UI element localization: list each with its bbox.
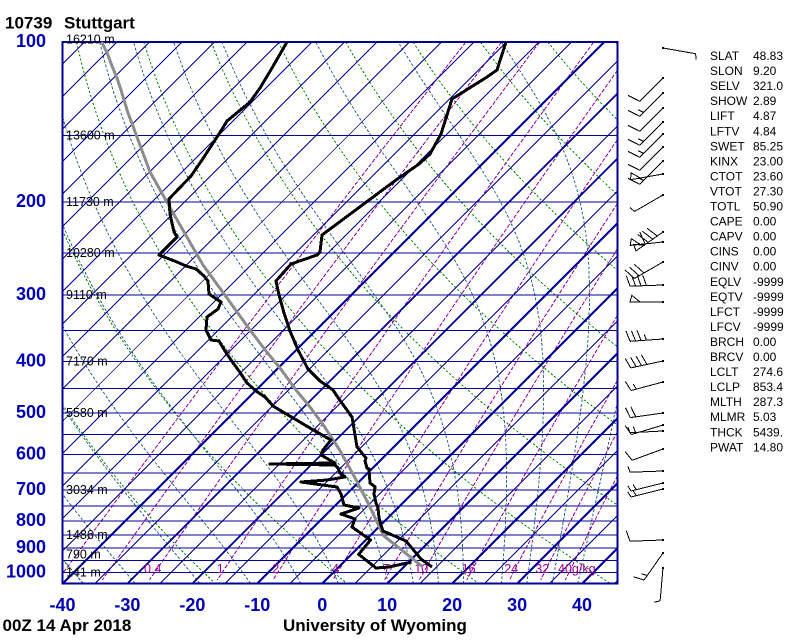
svg-text:0.00: 0.00	[753, 260, 777, 274]
svg-text:CAPE: CAPE	[710, 215, 743, 229]
svg-text:University of Wyoming: University of Wyoming	[283, 616, 467, 635]
svg-text:PWAT: PWAT	[710, 440, 744, 454]
svg-text:SWET: SWET	[710, 139, 745, 153]
svg-text:VTOT: VTOT	[710, 184, 742, 198]
svg-text:790 m: 790 m	[66, 547, 101, 561]
svg-text:CAPV: CAPV	[710, 230, 743, 244]
svg-text:2: 2	[272, 562, 279, 576]
svg-text:5580 m: 5580 m	[66, 406, 108, 420]
svg-text:11730 m: 11730 m	[66, 195, 114, 209]
svg-text:0.00: 0.00	[753, 245, 777, 259]
svg-text:BRCV: BRCV	[710, 350, 743, 364]
svg-text:23.00: 23.00	[753, 154, 783, 168]
svg-text:0.00: 0.00	[753, 215, 777, 229]
svg-text:CINV: CINV	[710, 260, 739, 274]
svg-text:-40: -40	[49, 595, 75, 615]
svg-text:1: 1	[217, 562, 224, 576]
svg-text:LFTV: LFTV	[710, 124, 739, 138]
svg-text:100: 100	[16, 31, 46, 51]
svg-text:0.00: 0.00	[753, 335, 777, 349]
svg-text:EQLV: EQLV	[710, 275, 741, 289]
svg-text:10: 10	[377, 595, 397, 615]
svg-text:853.4: 853.4	[753, 380, 783, 394]
svg-text:-10: -10	[244, 595, 270, 615]
svg-text:4.87: 4.87	[753, 109, 777, 123]
svg-text:00Z 14 Apr 2018: 00Z 14 Apr 2018	[3, 616, 132, 635]
svg-text:1000: 1000	[6, 561, 46, 581]
svg-text:300: 300	[16, 284, 46, 304]
svg-text:LFCT: LFCT	[710, 305, 741, 319]
svg-text:-9999: -9999	[753, 320, 784, 334]
svg-text:MLMR: MLMR	[710, 410, 746, 424]
svg-text:200: 200	[16, 191, 46, 211]
svg-text:0.4: 0.4	[144, 562, 161, 576]
svg-text:48.83: 48.83	[753, 49, 783, 63]
svg-text:MLTH: MLTH	[710, 395, 742, 409]
svg-text:3034 m: 3034 m	[66, 483, 108, 497]
svg-text:14.80: 14.80	[753, 440, 783, 454]
svg-text:THCK: THCK	[710, 425, 743, 439]
svg-text:16210 m: 16210 m	[66, 33, 115, 47]
svg-text:9.20: 9.20	[753, 64, 777, 78]
svg-text:40: 40	[572, 595, 592, 615]
svg-text:500: 500	[16, 402, 46, 422]
svg-text:800: 800	[16, 510, 46, 530]
svg-text:32: 32	[535, 562, 549, 576]
svg-text:LCLT: LCLT	[710, 365, 739, 379]
svg-text:30: 30	[507, 595, 527, 615]
svg-text:BRCH: BRCH	[710, 335, 744, 349]
svg-text:40g/kg: 40g/kg	[558, 562, 596, 576]
svg-text:LCLP: LCLP	[710, 380, 740, 394]
svg-text:CINS: CINS	[710, 245, 739, 259]
svg-text:13600 m: 13600 m	[66, 129, 115, 143]
svg-text:KINX: KINX	[710, 154, 738, 168]
svg-text:0.00: 0.00	[753, 350, 777, 364]
svg-text:400: 400	[16, 350, 46, 370]
svg-text:2.89: 2.89	[753, 94, 777, 108]
svg-text:23.60: 23.60	[753, 169, 783, 183]
svg-text:141 m: 141 m	[66, 565, 101, 579]
svg-text:4: 4	[332, 562, 339, 576]
svg-text:CTOT: CTOT	[710, 169, 743, 183]
svg-text:-9999: -9999	[753, 290, 784, 304]
svg-text:600: 600	[16, 444, 46, 464]
svg-text:-20: -20	[179, 595, 205, 615]
svg-text:50.90: 50.90	[753, 200, 783, 214]
svg-text:SLON: SLON	[710, 64, 743, 78]
svg-text:20: 20	[442, 595, 462, 615]
svg-text:7170 m: 7170 m	[66, 354, 108, 368]
svg-text:16: 16	[462, 562, 476, 576]
svg-text:Stuttgart: Stuttgart	[64, 14, 135, 33]
svg-text:SELV: SELV	[710, 79, 740, 93]
svg-text:287.3: 287.3	[753, 395, 783, 409]
svg-text:-9999: -9999	[753, 305, 784, 319]
svg-text:85.25: 85.25	[753, 139, 783, 153]
svg-text:7: 7	[383, 562, 390, 576]
svg-text:10739: 10739	[5, 14, 52, 33]
svg-text:274.6: 274.6	[753, 365, 783, 379]
svg-text:0: 0	[317, 595, 327, 615]
svg-text:EQTV: EQTV	[710, 290, 743, 304]
svg-text:5.03: 5.03	[753, 410, 777, 424]
svg-text:SLAT: SLAT	[710, 49, 740, 63]
svg-text:9110 m: 9110 m	[66, 288, 107, 302]
svg-text:24: 24	[504, 562, 518, 576]
svg-text:LFCV: LFCV	[710, 320, 741, 334]
svg-text:0.00: 0.00	[753, 230, 777, 244]
svg-text:4.84: 4.84	[753, 124, 777, 138]
svg-text:5439.: 5439.	[753, 425, 783, 439]
svg-text:-30: -30	[114, 595, 140, 615]
svg-text:1486 m: 1486 m	[66, 528, 108, 542]
svg-text:-9999: -9999	[753, 275, 784, 289]
svg-text:700: 700	[16, 479, 46, 499]
svg-text:SHOW: SHOW	[710, 94, 748, 108]
svg-text:LIFT: LIFT	[710, 109, 735, 123]
svg-text:TOTL: TOTL	[710, 200, 741, 214]
svg-text:10: 10	[414, 562, 428, 576]
svg-text:900: 900	[16, 537, 46, 557]
svg-text:27.30: 27.30	[753, 184, 783, 198]
svg-text:10280 m: 10280 m	[66, 246, 115, 260]
svg-text:321.0: 321.0	[753, 79, 783, 93]
